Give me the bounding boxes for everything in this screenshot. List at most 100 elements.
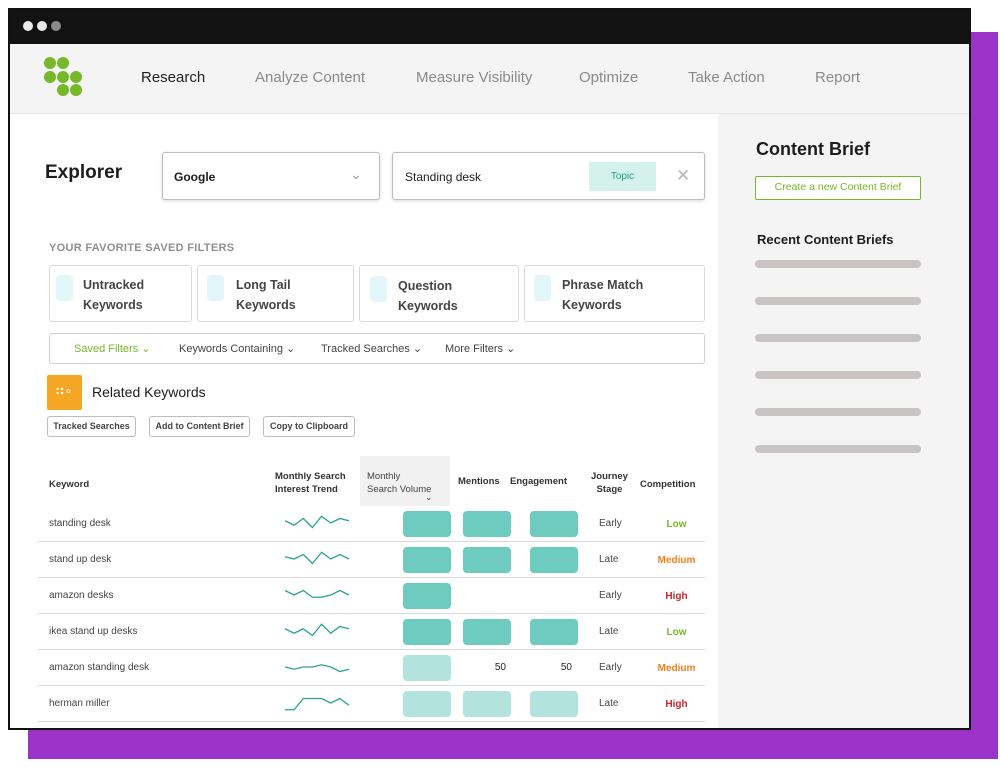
column-header-keyword[interactable]: Keyword (49, 479, 90, 490)
trend-line (285, 697, 350, 711)
volume-cell (403, 691, 451, 717)
table-row[interactable]: ikea stand up desks Late Low (38, 614, 705, 650)
mentions-value: 50 (494, 662, 506, 673)
copy-to-clipboard-button[interactable]: Copy to Clipboard (263, 416, 355, 437)
more-filters-dropdown[interactable]: More Filters ⌄ (445, 342, 515, 355)
filter-tile-icon (370, 276, 387, 302)
query-input[interactable]: Standing desk Topic ✕ (392, 152, 705, 200)
filter-tile-icon (56, 275, 73, 301)
keywords-containing-dropdown[interactable]: Keywords Containing ⌄ (179, 342, 295, 355)
create-content-brief-button[interactable]: Create a new Content Brief (755, 176, 921, 200)
window-maximize-dot[interactable] (51, 21, 61, 31)
header-line: Monthly (367, 471, 401, 482)
saved-filter-untracked[interactable]: Untracked Keywords (49, 265, 192, 322)
sorted-column-highlight (360, 456, 450, 506)
engagement-cell (530, 547, 578, 573)
engagement-cell (530, 511, 578, 537)
table-row[interactable]: amazon desks Early High (38, 578, 705, 614)
column-header-journey-stage[interactable]: Journey Stage (591, 470, 628, 496)
journey-stage-value: Late (599, 626, 619, 637)
column-header-mentions[interactable]: Mentions (458, 476, 500, 487)
saved-filter-question[interactable]: Question Keywords (359, 265, 519, 322)
recent-brief-placeholder[interactable] (755, 408, 921, 416)
keyword-cell[interactable]: amazon standing desk (49, 662, 150, 673)
keyword-cell[interactable]: ikea stand up desks (49, 626, 138, 637)
keyword-cell[interactable]: stand up desk (49, 554, 112, 565)
mentions-cell (463, 511, 511, 537)
volume-cell (403, 619, 451, 645)
column-header-competition[interactable]: Competition (640, 479, 696, 490)
saved-filter-phrase-match[interactable]: Phrase Match Keywords (524, 265, 705, 322)
recent-brief-placeholder[interactable] (755, 445, 921, 453)
engagement-value: 50 (560, 662, 572, 673)
volume-cell (403, 583, 451, 609)
saved-filter-label: Keywords (236, 298, 296, 312)
window-minimize-dot[interactable] (37, 21, 47, 31)
table-row[interactable]: amazon standing desk 50 50 Early Medium (38, 650, 705, 686)
nav-measure-visibility[interactable]: Measure Visibility (416, 69, 533, 86)
saved-filter-label: Untracked (83, 278, 145, 292)
header-line: Monthly Search (275, 471, 346, 482)
saved-filter-long-tail[interactable]: Long Tail Keywords (197, 265, 354, 322)
clear-query-icon[interactable]: ✕ (676, 166, 691, 185)
journey-stage-value: Late (599, 554, 619, 565)
competition-badge: Medium (657, 663, 696, 674)
tracked-searches-dropdown[interactable]: Tracked Searches ⌄ (321, 342, 422, 355)
keyword-cell[interactable]: standing desk (49, 518, 111, 529)
saved-filters-heading: YOUR FAVORITE SAVED FILTERS (49, 242, 235, 254)
content-brief-title: Content Brief (756, 139, 870, 159)
saved-filter-label: Keywords (398, 299, 458, 313)
keyword-cell[interactable]: herman miller (49, 698, 110, 709)
competition-badge: Medium (657, 555, 696, 566)
recent-brief-placeholder[interactable] (755, 334, 921, 342)
nav-optimize[interactable]: Optimize (579, 69, 639, 86)
table-row[interactable]: standing desk Early Low (38, 506, 705, 542)
dropdown-label: More Filters (445, 343, 504, 355)
query-type-tag[interactable]: Topic (589, 162, 656, 191)
brand-logo-icon[interactable] (44, 57, 86, 97)
journey-stage-value: Late (599, 698, 619, 709)
volume-cell (403, 547, 451, 573)
tracked-searches-button[interactable]: Tracked Searches (47, 416, 136, 437)
competition-badge: High (665, 699, 688, 710)
search-engine-select[interactable]: Google ⌄ (162, 152, 380, 200)
add-to-content-brief-button[interactable]: Add to Content Brief (149, 416, 250, 437)
recent-brief-placeholder[interactable] (755, 297, 921, 305)
nav-take-action[interactable]: Take Action (688, 69, 765, 86)
keyword-cell[interactable]: amazon desks (49, 590, 114, 601)
volume-cell (403, 655, 451, 681)
trend-sparkline (284, 589, 350, 598)
table-row[interactable]: herman miller Late High (38, 686, 705, 722)
nav-report[interactable]: Report (815, 69, 861, 86)
query-value: Standing desk (405, 170, 482, 184)
trend-sparkline (284, 623, 350, 637)
saved-filters-dropdown[interactable]: Saved Filters ⌄ (74, 342, 150, 355)
filter-bar: Saved Filters ⌄ Keywords Containing ⌄ Tr… (49, 333, 705, 364)
table-row[interactable]: stand up desk Late Medium (38, 542, 705, 578)
window-close-dot[interactable] (23, 21, 33, 31)
search-engine-value: Google (174, 170, 216, 184)
saved-filter-label: Keywords (83, 298, 143, 312)
competition-badge: High (665, 591, 688, 602)
filter-tile-icon (207, 275, 224, 301)
recent-brief-placeholder[interactable] (755, 371, 921, 379)
app-window: Research Analyze Content Measure Visibil… (8, 8, 971, 730)
chevron-down-icon: ⌄ (412, 343, 423, 355)
sort-descending-icon[interactable]: ⌄ (425, 492, 433, 502)
content-brief-panel: Content Brief Create a new Content Brief… (718, 114, 969, 728)
header-line: Search Volume (367, 484, 432, 495)
column-header-volume[interactable]: Monthly Search Volume (367, 470, 431, 496)
dropdown-label: Tracked Searches (321, 343, 410, 355)
dropdown-label: Keywords Containing (179, 343, 283, 355)
column-header-engagement[interactable]: Engagement (510, 476, 568, 487)
recent-briefs-heading: Recent Content Briefs (757, 232, 894, 247)
engagement-cell (530, 691, 578, 717)
recent-brief-placeholder[interactable] (755, 260, 921, 268)
trend-line (284, 551, 350, 565)
chevron-down-icon: ⌄ (286, 343, 296, 355)
header-line: Journey (591, 471, 628, 482)
nav-research[interactable]: Research (141, 69, 206, 86)
column-header-trend[interactable]: Monthly Search Interest Trend (275, 470, 346, 496)
trend-line (284, 664, 350, 673)
nav-analyze-content[interactable]: Analyze Content (255, 69, 366, 86)
